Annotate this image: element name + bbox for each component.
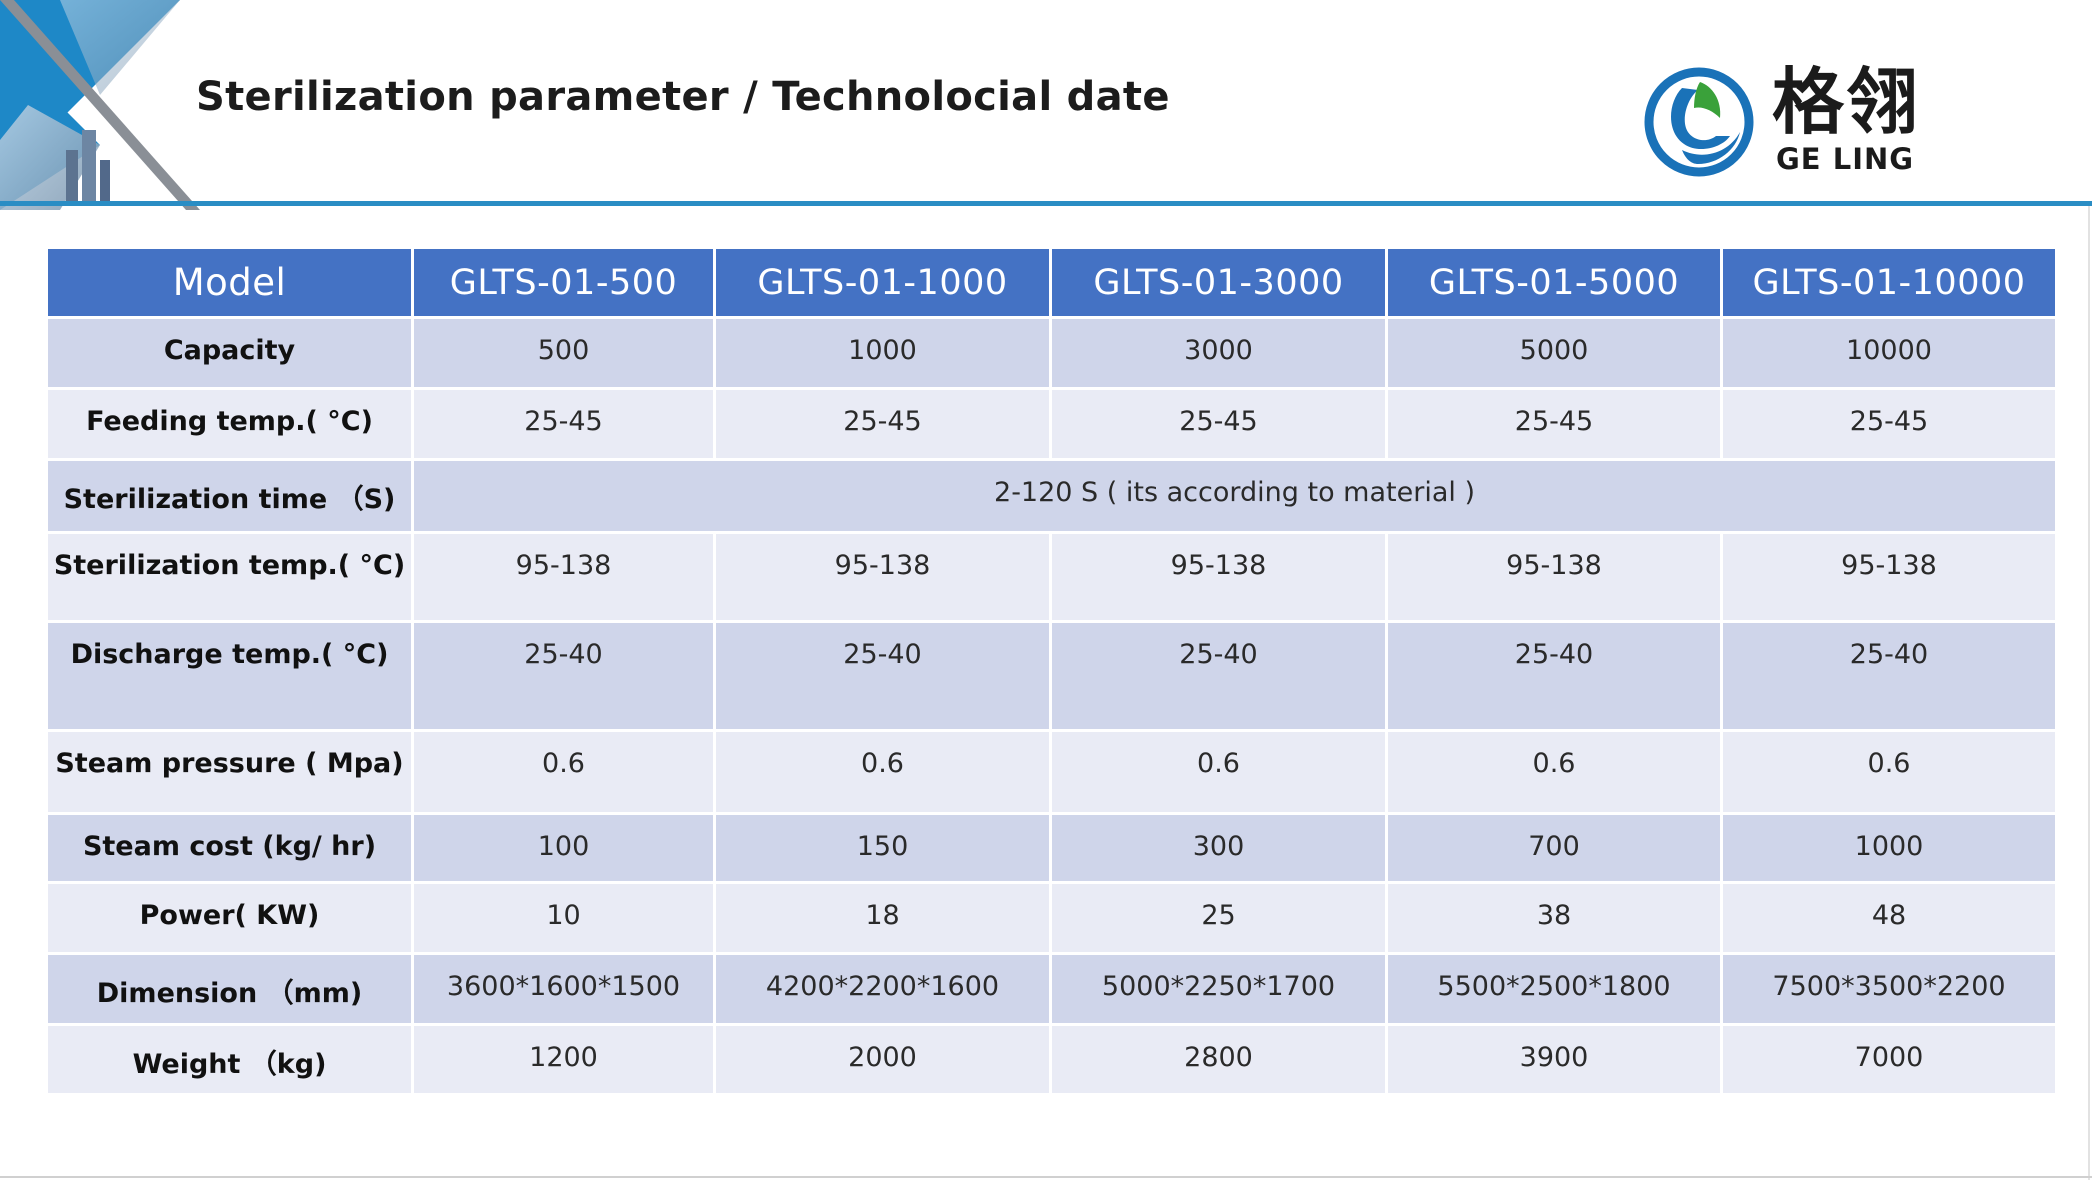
logo-chinese-name: 格翎 — [1772, 60, 1921, 144]
row-label: Dimension （mm) — [45, 952, 414, 1026]
table-cell: 95-138 — [1385, 531, 1723, 623]
table-header-row: Model GLTS-01-500 GLTS-01-1000 GLTS-01-3… — [45, 246, 2058, 319]
table-cell: 25 — [1049, 881, 1388, 955]
table-cell: 0.6 — [1385, 729, 1723, 815]
table-row: Steam pressure ( Mpa) 0.6 0.6 0.6 0.6 0.… — [45, 729, 2058, 815]
table-cell: 95-138 — [1720, 531, 2058, 623]
logo-emblem-icon — [1644, 67, 1754, 177]
table-cell: 1000 — [1720, 812, 2058, 884]
table-cell: 18 — [713, 881, 1052, 955]
logo-english-name: GE LING — [1776, 142, 1915, 176]
header-divider — [0, 201, 2092, 206]
row-label: Sterilization time （S) — [45, 458, 414, 534]
row-label: Steam cost (kg/ hr) — [45, 812, 414, 884]
table-cell: 7500*3500*2200 — [1720, 952, 2058, 1026]
table-row: Power( KW) 10 18 25 38 48 — [45, 881, 2058, 955]
table-cell: 38 — [1385, 881, 1723, 955]
table-row: Capacity 500 1000 3000 5000 10000 — [45, 316, 2058, 390]
table-cell: 7000 — [1720, 1023, 2058, 1096]
table-cell: 3000 — [1049, 316, 1388, 390]
table-cell: 5000 — [1385, 316, 1723, 390]
parameter-table: Model GLTS-01-500 GLTS-01-1000 GLTS-01-3… — [45, 246, 2058, 1096]
row-label: Sterilization temp.( °C) — [45, 531, 414, 623]
table-cell: 25-40 — [1385, 620, 1723, 732]
table-cell: 25-40 — [1720, 620, 2058, 732]
table-cell: 4200*2200*1600 — [713, 952, 1052, 1026]
row-label: Steam pressure ( Mpa) — [45, 729, 414, 815]
table-cell: 3600*1600*1500 — [411, 952, 716, 1026]
table-cell: 10000 — [1720, 316, 2058, 390]
row-label: Feeding temp.( °C) — [45, 387, 414, 461]
column-header: GLTS-01-10000 — [1720, 246, 2058, 319]
merged-cell: 2-120 S ( its according to material ) — [411, 458, 2058, 534]
table-row: Discharge temp.( °C) 25-40 25-40 25-40 2… — [45, 620, 2058, 732]
table-cell: 25-45 — [1049, 387, 1388, 461]
table-cell: 95-138 — [713, 531, 1052, 623]
table-row: Sterilization temp.( °C) 95-138 95-138 9… — [45, 531, 2058, 623]
table-row: Steam cost (kg/ hr) 100 150 300 700 1000 — [45, 812, 2058, 884]
table-cell: 25-40 — [713, 620, 1052, 732]
table-cell: 25-45 — [1720, 387, 2058, 461]
column-header: GLTS-01-3000 — [1049, 246, 1388, 319]
table-cell: 25-45 — [411, 387, 716, 461]
page-title: Sterilization parameter / Technolocial d… — [196, 74, 1170, 120]
table-cell: 500 — [411, 316, 716, 390]
table-cell: 25-40 — [411, 620, 716, 732]
table-cell: 100 — [411, 812, 716, 884]
table-row: Sterilization time （S) 2-120 S ( its acc… — [45, 458, 2058, 534]
table-cell: 3900 — [1385, 1023, 1723, 1096]
table-cell: 10 — [411, 881, 716, 955]
table-row: Feeding temp.( °C) 25-45 25-45 25-45 25-… — [45, 387, 2058, 461]
table-row: Weight （kg) 1200 2000 2800 3900 7000 — [45, 1023, 2058, 1096]
table-cell: 2000 — [713, 1023, 1052, 1096]
table-cell: 1200 — [411, 1023, 716, 1096]
table-cell: 0.6 — [713, 729, 1052, 815]
row-label: Weight （kg) — [45, 1023, 414, 1096]
table-cell: 700 — [1385, 812, 1723, 884]
table-cell: 300 — [1049, 812, 1388, 884]
table-cell: 5000*2250*1700 — [1049, 952, 1388, 1026]
slide-border-bottom — [0, 1176, 2092, 1178]
company-logo: 格翎 GE LING — [1642, 56, 1942, 186]
table-cell: 1000 — [713, 316, 1052, 390]
table-cell: 0.6 — [1720, 729, 2058, 815]
table-cell: 25-40 — [1049, 620, 1388, 732]
row-label: Discharge temp.( °C) — [45, 620, 414, 732]
row-label: Power( KW) — [45, 881, 414, 955]
slide-border-right — [2088, 206, 2090, 1180]
table-cell: 25-45 — [713, 387, 1052, 461]
table-cell: 2800 — [1049, 1023, 1388, 1096]
row-label: Capacity — [45, 316, 414, 390]
column-header: GLTS-01-500 — [411, 246, 716, 319]
table-cell: 25-45 — [1385, 387, 1723, 461]
table-row: Dimension （mm) 3600*1600*1500 4200*2200*… — [45, 952, 2058, 1026]
column-header: GLTS-01-1000 — [713, 246, 1052, 319]
table-cell: 5500*2500*1800 — [1385, 952, 1723, 1026]
table-cell: 48 — [1720, 881, 2058, 955]
column-header: GLTS-01-5000 — [1385, 246, 1723, 319]
table-cell: 0.6 — [1049, 729, 1388, 815]
column-header: Model — [45, 246, 414, 319]
table-cell: 0.6 — [411, 729, 716, 815]
table-cell: 150 — [713, 812, 1052, 884]
table-cell: 95-138 — [411, 531, 716, 623]
table-cell: 95-138 — [1049, 531, 1388, 623]
corner-decoration — [0, 0, 200, 210]
